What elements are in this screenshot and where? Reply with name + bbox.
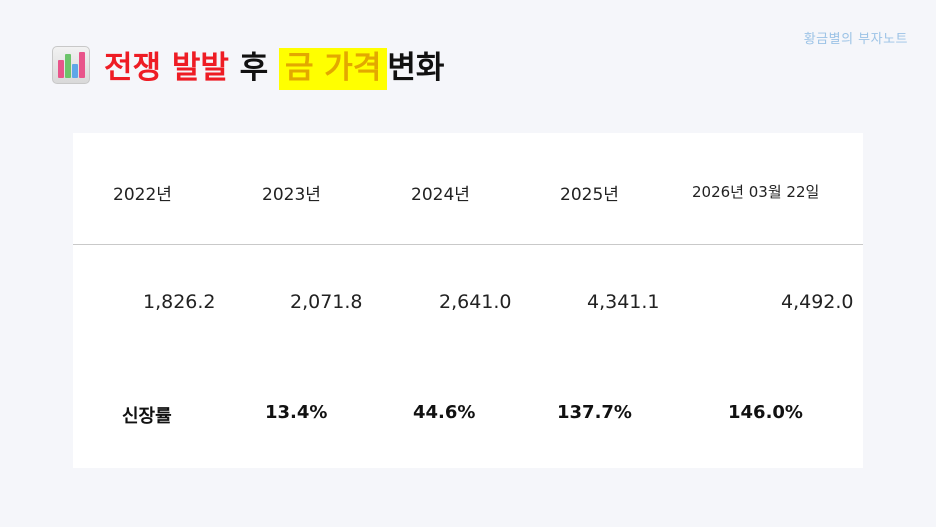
title-part-change: 변화: [387, 50, 445, 86]
price-value: 4,492.0: [781, 291, 854, 313]
title-part-after: 후: [239, 50, 269, 86]
title-text: 전쟁 발발 후 금 가격 변화: [104, 42, 445, 90]
watermark-text: 황금별의 부자노트: [803, 32, 908, 47]
year-header: 2023년: [262, 185, 321, 205]
page-title: 전쟁 발발 후 금 가격 변화: [52, 42, 445, 90]
year-header: 2025년: [560, 185, 619, 205]
price-value: 2,071.8: [290, 291, 363, 313]
growth-value: 137.7%: [557, 402, 632, 423]
title-part-war: 전쟁 발발: [104, 50, 229, 86]
title-part-gold-price: 금 가격: [279, 48, 388, 90]
growth-value: 44.6%: [413, 402, 476, 423]
growth-label: 신장률: [122, 406, 172, 427]
year-header: 2026년 03월 22일: [692, 183, 820, 201]
price-value: 1,826.2: [143, 291, 216, 313]
header-divider: [73, 244, 863, 245]
bar-chart-icon: [52, 45, 90, 84]
price-value: 2,641.0: [439, 291, 512, 313]
price-table: 2022년 2023년 2024년 2025년 2026년 03월 22일 1,…: [73, 133, 863, 468]
year-header: 2024년: [411, 185, 470, 205]
growth-value: 13.4%: [265, 402, 328, 423]
growth-value: 146.0%: [728, 402, 803, 423]
year-header: 2022년: [113, 185, 172, 205]
price-value: 4,341.1: [587, 291, 660, 313]
